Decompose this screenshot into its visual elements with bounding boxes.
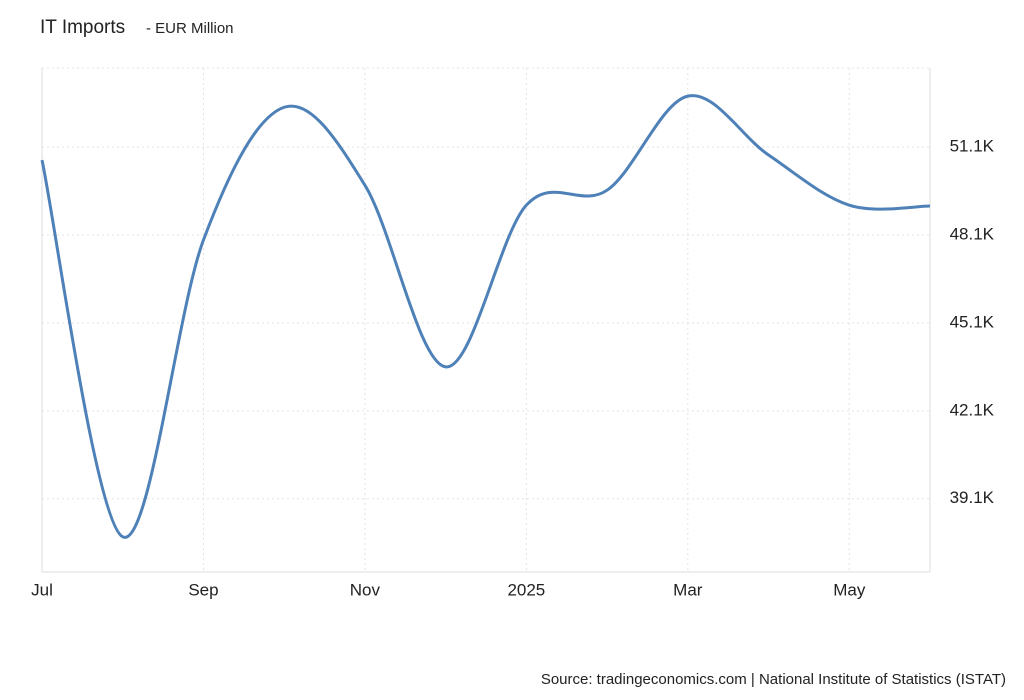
x-tick-label: Nov [350,580,381,599]
y-tick-label: 51.1K [950,137,995,156]
chart-subtitle: - EUR Million [146,20,234,37]
x-tick-label: May [833,580,866,599]
x-tick-label: Sep [188,580,218,599]
y-tick-label: 48.1K [950,225,995,244]
x-tick-label: 2025 [507,580,545,599]
line-series [40,94,931,539]
chart-title: IT Imports [40,17,125,38]
x-tick-label: Jul [31,580,53,599]
x-tick-label: Mar [673,580,703,599]
y-tick-label: 42.1K [950,400,995,419]
source-note: Source: tradingeconomics.com | National … [541,671,1006,688]
y-tick-label: 45.1K [950,312,995,331]
y-tick-label: 39.1K [950,488,995,507]
